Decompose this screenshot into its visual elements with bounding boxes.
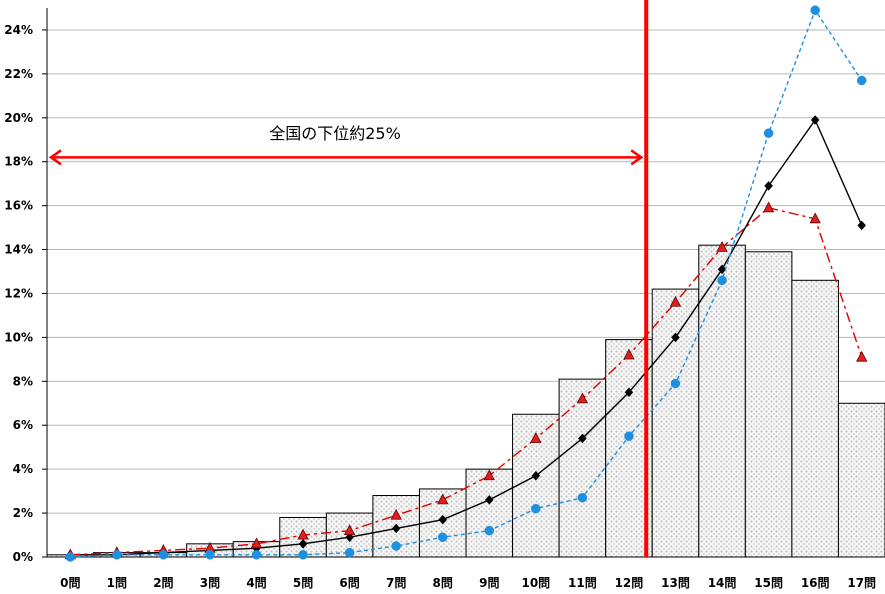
- data-point-triangle: [343, 524, 356, 536]
- data-point-diamond: [717, 264, 727, 275]
- bar: [558, 378, 607, 558]
- y-tick-label: 24%: [4, 23, 33, 37]
- data-point-triangle: [483, 469, 495, 481]
- bar: [791, 279, 839, 558]
- data-point-circle: [437, 532, 448, 542]
- series-line: [70, 8, 863, 558]
- x-tick-label: 5問: [293, 576, 313, 590]
- data-point-triangle: [809, 212, 821, 224]
- x-tick-label: 17問: [847, 576, 876, 590]
- data-point-circle: [298, 550, 308, 560]
- data-point-circle: [391, 541, 401, 551]
- annotation-text: 全国の下位約25%: [269, 124, 401, 143]
- data-point-diamond: [438, 514, 448, 525]
- data-point-triangle: [762, 201, 775, 213]
- annotation-arrowhead-right: [630, 149, 644, 166]
- data-point-circle: [670, 378, 681, 389]
- data-point-triangle: [530, 432, 542, 443]
- data-point-circle: [65, 552, 76, 562]
- data-point-circle: [158, 550, 169, 560]
- x-tick-label: 16問: [801, 576, 830, 590]
- data-point-circle: [251, 550, 262, 560]
- x-tick-label: 7問: [386, 576, 406, 590]
- y-tick-label: 2%: [13, 506, 33, 520]
- y-tick-label: 20%: [4, 111, 33, 125]
- data-point-diamond: [857, 220, 867, 231]
- x-tick-label: 14問: [708, 576, 737, 590]
- data-point-triangle: [390, 508, 402, 520]
- data-point-diamond: [578, 433, 587, 444]
- data-point-circle: [484, 525, 495, 536]
- x-tick-label: 2問: [153, 576, 173, 590]
- data-point-circle: [810, 5, 820, 15]
- data-point-diamond: [764, 180, 773, 191]
- series-lines: [64, 5, 868, 562]
- data-point-circle: [624, 431, 634, 441]
- gridlines: [47, 29, 885, 514]
- data-point-triangle: [250, 537, 263, 549]
- y-tick-label: 16%: [4, 199, 33, 213]
- x-tick-label: 11問: [568, 576, 597, 590]
- bar: [744, 251, 793, 558]
- x-tick-label: 1問: [107, 576, 127, 590]
- bar: [465, 468, 514, 558]
- x-tick-label: 13問: [661, 576, 690, 590]
- x-tick-label: 6問: [339, 576, 359, 590]
- y-tick-label: 14%: [4, 243, 33, 257]
- data-point-triangle: [437, 493, 449, 505]
- data-point-diamond: [391, 523, 401, 534]
- data-point-triangle: [576, 392, 589, 404]
- data-point-circle: [205, 550, 215, 560]
- bar: [651, 288, 700, 558]
- data-point-circle: [856, 75, 867, 86]
- data-point-diamond: [531, 470, 541, 481]
- data-point-diamond: [624, 387, 634, 398]
- y-tick-label: 6%: [13, 418, 33, 432]
- x-tick-label: 3問: [200, 576, 220, 590]
- x-tick-label: 0問: [60, 576, 80, 590]
- data-point-diamond: [671, 332, 680, 343]
- y-tick-label: 22%: [4, 67, 33, 81]
- bar: [698, 244, 746, 558]
- y-tick-label: 10%: [4, 330, 33, 344]
- annotation-arrowhead-left: [48, 149, 62, 166]
- bars: [46, 244, 885, 558]
- y-tick-label: 8%: [13, 374, 33, 388]
- data-point-triangle: [297, 528, 309, 540]
- axes: [42, 8, 885, 558]
- data-point-triangle: [623, 348, 635, 360]
- data-point-circle: [763, 128, 774, 138]
- data-point-diamond: [298, 538, 308, 549]
- reference-line-layer: [48, 0, 649, 557]
- x-tick-label: 12問: [615, 576, 644, 590]
- data-point-triangle: [856, 350, 868, 362]
- bar: [837, 402, 885, 558]
- x-tick-label: 4問: [246, 576, 266, 590]
- data-point-diamond: [810, 115, 820, 125]
- x-tick-label: 9問: [479, 576, 499, 590]
- data-point-triangle: [716, 241, 728, 252]
- series-line: [70, 207, 863, 556]
- y-tick-label: 18%: [4, 155, 33, 169]
- data-point-diamond: [484, 495, 494, 505]
- x-tick-label: 8問: [433, 576, 453, 590]
- data-point-circle: [531, 503, 541, 514]
- data-point-circle: [112, 550, 122, 560]
- x-tick-label: 10問: [521, 576, 550, 590]
- x-tick-label: 15問: [754, 576, 783, 590]
- data-point-circle: [577, 492, 588, 503]
- data-point-circle: [344, 547, 355, 558]
- data-point-circle: [717, 275, 727, 286]
- y-tick-label: 0%: [13, 550, 33, 564]
- y-tick-label: 4%: [13, 462, 33, 476]
- y-tick-label: 12%: [4, 286, 33, 300]
- data-point-triangle: [669, 295, 682, 307]
- tick-labels: 0% 2% 4% 6% 8% 10% 12% 14% 16% 18% 20% 22% 24% 0問 1問 2問…: [4, 23, 876, 590]
